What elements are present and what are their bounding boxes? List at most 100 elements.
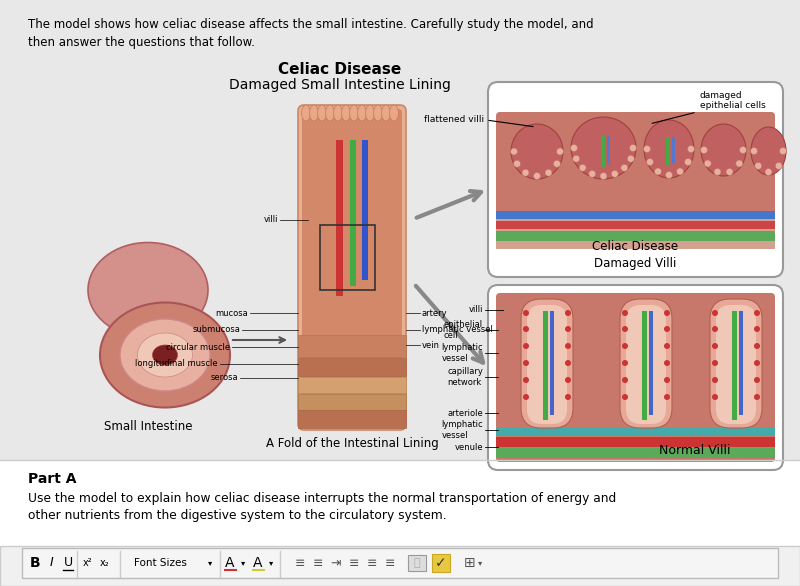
Text: x₂: x₂ [100,558,110,568]
Bar [739,311,743,415]
Text: arteriole: arteriole [447,408,483,417]
Text: I: I [50,557,54,570]
Text: epithelial
cell: epithelial cell [444,321,483,340]
Text: capillary
network: capillary network [447,367,483,387]
Text: mucosa: mucosa [215,308,248,318]
Ellipse shape [511,124,563,179]
Circle shape [523,310,529,316]
Bar [320,225,375,290]
Circle shape [545,169,552,176]
Bar [496,448,775,458]
Ellipse shape [138,333,193,377]
Text: Damaged Small Intestine Lining: Damaged Small Intestine Lining [229,78,451,92]
FancyBboxPatch shape [710,299,762,428]
Ellipse shape [358,105,366,121]
Circle shape [714,168,721,175]
Text: ≡: ≡ [366,557,378,570]
Circle shape [754,162,762,169]
Circle shape [666,172,673,179]
Text: ≡: ≡ [385,557,395,570]
Circle shape [712,360,718,366]
Circle shape [654,168,662,175]
Bar [408,555,426,571]
Text: then answer the questions that follow.: then answer the questions that follow. [28,36,255,49]
Circle shape [754,360,760,366]
Circle shape [664,343,670,349]
Circle shape [522,169,529,176]
Circle shape [579,164,586,171]
Bar [336,140,343,296]
Bar [606,135,610,163]
Circle shape [510,148,518,155]
Text: The model shows how celiac disease affects the small intestine. Carefully study : The model shows how celiac disease affec… [28,18,594,31]
Circle shape [565,343,571,349]
Text: circular muscle: circular muscle [166,342,230,352]
Ellipse shape [326,105,334,121]
Text: ≡: ≡ [294,557,306,570]
Ellipse shape [390,105,398,121]
Text: A: A [226,556,234,570]
Circle shape [557,148,563,155]
Circle shape [630,145,637,152]
Circle shape [622,377,628,383]
Text: ⇥: ⇥ [330,557,342,570]
Ellipse shape [88,243,208,338]
Bar [496,219,775,249]
Bar [666,137,670,166]
Text: ▾: ▾ [241,558,245,567]
Bar [298,410,406,428]
Bar [298,358,406,376]
Text: ▾: ▾ [478,558,482,567]
Text: Normal Villi: Normal Villi [658,444,730,456]
Bar [362,140,368,280]
Text: A: A [254,556,262,570]
Circle shape [701,146,707,154]
Circle shape [664,310,670,316]
Ellipse shape [153,345,178,365]
Text: ≡: ≡ [313,557,323,570]
FancyBboxPatch shape [716,305,756,424]
Bar [298,335,406,357]
Circle shape [712,310,718,316]
Ellipse shape [342,105,350,121]
Circle shape [775,162,782,169]
Circle shape [627,155,634,162]
Text: Font Sizes: Font Sizes [134,558,186,568]
Bar [543,311,548,420]
Text: ⊞: ⊞ [464,556,476,570]
Circle shape [754,377,760,383]
Circle shape [622,394,628,400]
Circle shape [754,343,760,349]
Text: Part A: Part A [28,472,77,486]
Text: ≡: ≡ [349,557,359,570]
Text: ▾: ▾ [269,558,273,567]
Ellipse shape [350,105,358,121]
Circle shape [622,360,628,366]
Circle shape [514,160,521,167]
Bar [0,460,800,546]
Circle shape [664,394,670,400]
Text: Small Intestine: Small Intestine [104,420,192,433]
Circle shape [712,394,718,400]
Circle shape [523,343,529,349]
Circle shape [622,326,628,332]
Text: serosa: serosa [210,373,238,383]
Bar [496,211,775,219]
Text: artery: artery [422,308,448,318]
Bar [350,140,356,286]
Bar [22,548,778,578]
Ellipse shape [382,105,390,121]
Ellipse shape [366,105,374,121]
Ellipse shape [751,127,786,175]
Text: Use the model to explain how celiac disease interrupts the normal transportation: Use the model to explain how celiac dise… [28,492,616,505]
Bar [649,311,653,415]
Text: ▾: ▾ [208,558,212,567]
Circle shape [565,326,571,332]
Circle shape [573,155,580,162]
Circle shape [754,394,760,400]
Circle shape [739,146,746,154]
Circle shape [664,377,670,383]
Circle shape [643,145,650,152]
Bar [672,137,675,163]
Circle shape [621,164,628,171]
